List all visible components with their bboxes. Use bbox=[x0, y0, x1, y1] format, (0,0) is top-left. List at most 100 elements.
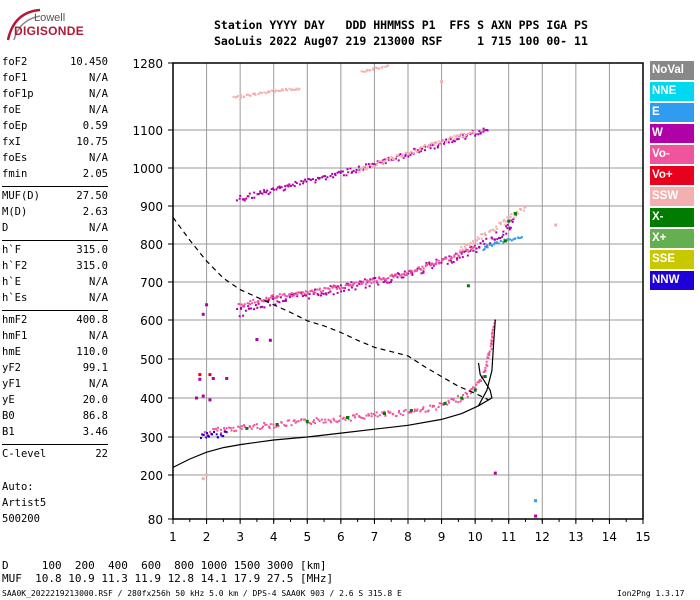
echo-dot bbox=[429, 404, 432, 407]
echo-dot bbox=[308, 178, 311, 181]
echo-dot bbox=[369, 278, 372, 281]
echo-dot bbox=[342, 416, 345, 419]
echo-dot bbox=[265, 423, 268, 426]
echo-dot bbox=[328, 287, 331, 290]
echo-dot bbox=[418, 151, 421, 154]
echo-dot bbox=[271, 295, 274, 298]
echo-dot bbox=[248, 192, 251, 195]
echo-dot bbox=[506, 239, 509, 242]
echo-dot bbox=[418, 266, 420, 269]
echo-dot bbox=[252, 425, 255, 428]
echo-dot bbox=[308, 421, 311, 424]
echo-dot bbox=[358, 168, 361, 171]
echo-dot bbox=[399, 153, 402, 156]
echo-dot bbox=[257, 301, 260, 304]
param-row-fmin: fmin 2.05 bbox=[2, 168, 108, 184]
echo-dot bbox=[414, 149, 417, 152]
echo-dot bbox=[272, 294, 275, 297]
legend-item-ssw: SSW bbox=[650, 187, 694, 206]
echo-dot bbox=[355, 171, 358, 174]
param-row-d: D N/A bbox=[2, 222, 108, 238]
echo-dot bbox=[364, 167, 367, 170]
echo-dot bbox=[304, 178, 307, 181]
echo-dot bbox=[449, 258, 452, 261]
echo-dot bbox=[481, 233, 484, 236]
echo-dot bbox=[466, 395, 469, 398]
echo-dot bbox=[472, 240, 474, 243]
echo-dot bbox=[290, 424, 293, 427]
echo-dot bbox=[215, 427, 218, 430]
echo-dot bbox=[474, 131, 477, 134]
echo-dot bbox=[375, 164, 378, 166]
echo-dot bbox=[432, 264, 435, 267]
echo-dot bbox=[345, 283, 348, 286]
echo-dot bbox=[416, 267, 419, 270]
echo-trace bbox=[358, 130, 477, 174]
echo-dot bbox=[465, 248, 468, 251]
echo-dot bbox=[465, 244, 468, 246]
param-row-hmf1: hmF1 N/A bbox=[2, 330, 108, 346]
footer-version: Ion2Png 1.3.17 bbox=[617, 589, 685, 598]
echo-dot bbox=[475, 251, 478, 253]
param-value: 86.8 bbox=[82, 410, 108, 422]
echo-dot bbox=[347, 288, 350, 291]
echo-dot bbox=[241, 305, 244, 308]
echo-dot bbox=[450, 257, 453, 260]
echo-dot bbox=[341, 170, 344, 173]
echo-dot bbox=[243, 95, 246, 98]
echo-dot bbox=[448, 137, 450, 140]
echo-dot bbox=[286, 295, 289, 298]
echo-dot bbox=[357, 165, 360, 168]
echo-dot bbox=[490, 339, 493, 342]
echo-dot bbox=[297, 420, 300, 423]
plot-frame bbox=[172, 62, 644, 520]
echo-dot bbox=[267, 298, 270, 301]
echo-dot bbox=[260, 91, 263, 94]
x-tick-label: 8 bbox=[404, 530, 412, 544]
echo-trace bbox=[237, 246, 476, 308]
param-label: foF1p bbox=[2, 88, 34, 100]
echo-dot bbox=[327, 418, 330, 421]
autoscale-artist: Artist5 bbox=[2, 497, 47, 509]
echo-dot bbox=[415, 409, 418, 412]
echo-dot bbox=[469, 392, 472, 395]
echo-dot bbox=[394, 273, 397, 276]
echo-dot bbox=[286, 184, 289, 187]
echo-dot bbox=[461, 248, 464, 251]
echo-dot bbox=[510, 213, 513, 215]
echo-dot bbox=[389, 159, 392, 162]
param-label: hmF1 bbox=[2, 330, 28, 342]
echo-dot bbox=[453, 137, 456, 140]
param-value: N/A bbox=[89, 72, 108, 84]
echo-dot bbox=[382, 159, 385, 162]
echo-dot bbox=[351, 414, 354, 417]
echo-dot bbox=[243, 424, 246, 427]
param-row-m-d-: M(D) 2.63 bbox=[2, 206, 108, 222]
echo-dot bbox=[484, 245, 487, 248]
echo-dot bbox=[407, 411, 410, 414]
echo-dot bbox=[245, 197, 248, 200]
echo-dot bbox=[283, 293, 286, 296]
echo-dot bbox=[272, 187, 274, 190]
echo-dot bbox=[390, 158, 393, 161]
echo-dot bbox=[239, 194, 242, 197]
echo-dot bbox=[396, 272, 399, 275]
echo-dot bbox=[516, 210, 519, 213]
echo-dot bbox=[475, 383, 478, 386]
param-label: B1 bbox=[2, 426, 15, 438]
echo-dot bbox=[463, 250, 466, 253]
echo-dot bbox=[473, 244, 476, 247]
echo-dot bbox=[411, 152, 414, 154]
echo-dot bbox=[373, 165, 376, 168]
param-label: D bbox=[2, 222, 9, 234]
echo-dot bbox=[353, 414, 356, 417]
echo-dot bbox=[424, 265, 427, 268]
echo-dot bbox=[510, 219, 513, 222]
echo-dot bbox=[477, 133, 480, 136]
echo-dot bbox=[270, 294, 273, 297]
echo-dot bbox=[229, 427, 232, 430]
echo-dot bbox=[245, 426, 249, 430]
echo-dot bbox=[317, 176, 319, 179]
y-tick-label: 900 bbox=[140, 200, 163, 214]
echo-dot bbox=[390, 155, 393, 158]
